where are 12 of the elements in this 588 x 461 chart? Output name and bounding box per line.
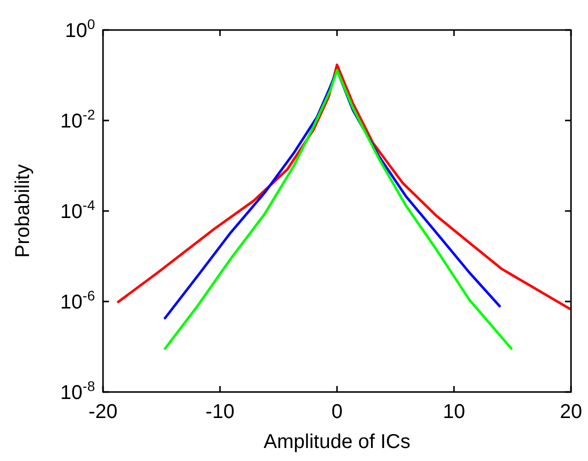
y-tick-label: 10$^{-8}$: [60, 378, 96, 404]
x-axis-title: Amplitude of ICs: [264, 431, 410, 453]
x-tick-label: 10: [442, 401, 466, 423]
y-tick-label: 10$^{-6}$: [60, 288, 96, 314]
y-axis-title: Probability: [12, 164, 34, 258]
x-tick-label: -10: [206, 401, 234, 423]
y-tick-label: 10$^{-2}$: [60, 106, 96, 132]
y-tick-label: 10$^{-4}$: [60, 197, 96, 223]
y-tick-label: 10$^{0}$: [64, 16, 96, 42]
x-tick-label: 20: [560, 401, 582, 423]
x-tick-label: -20: [88, 401, 118, 423]
x-tick-label: 0: [331, 401, 343, 423]
